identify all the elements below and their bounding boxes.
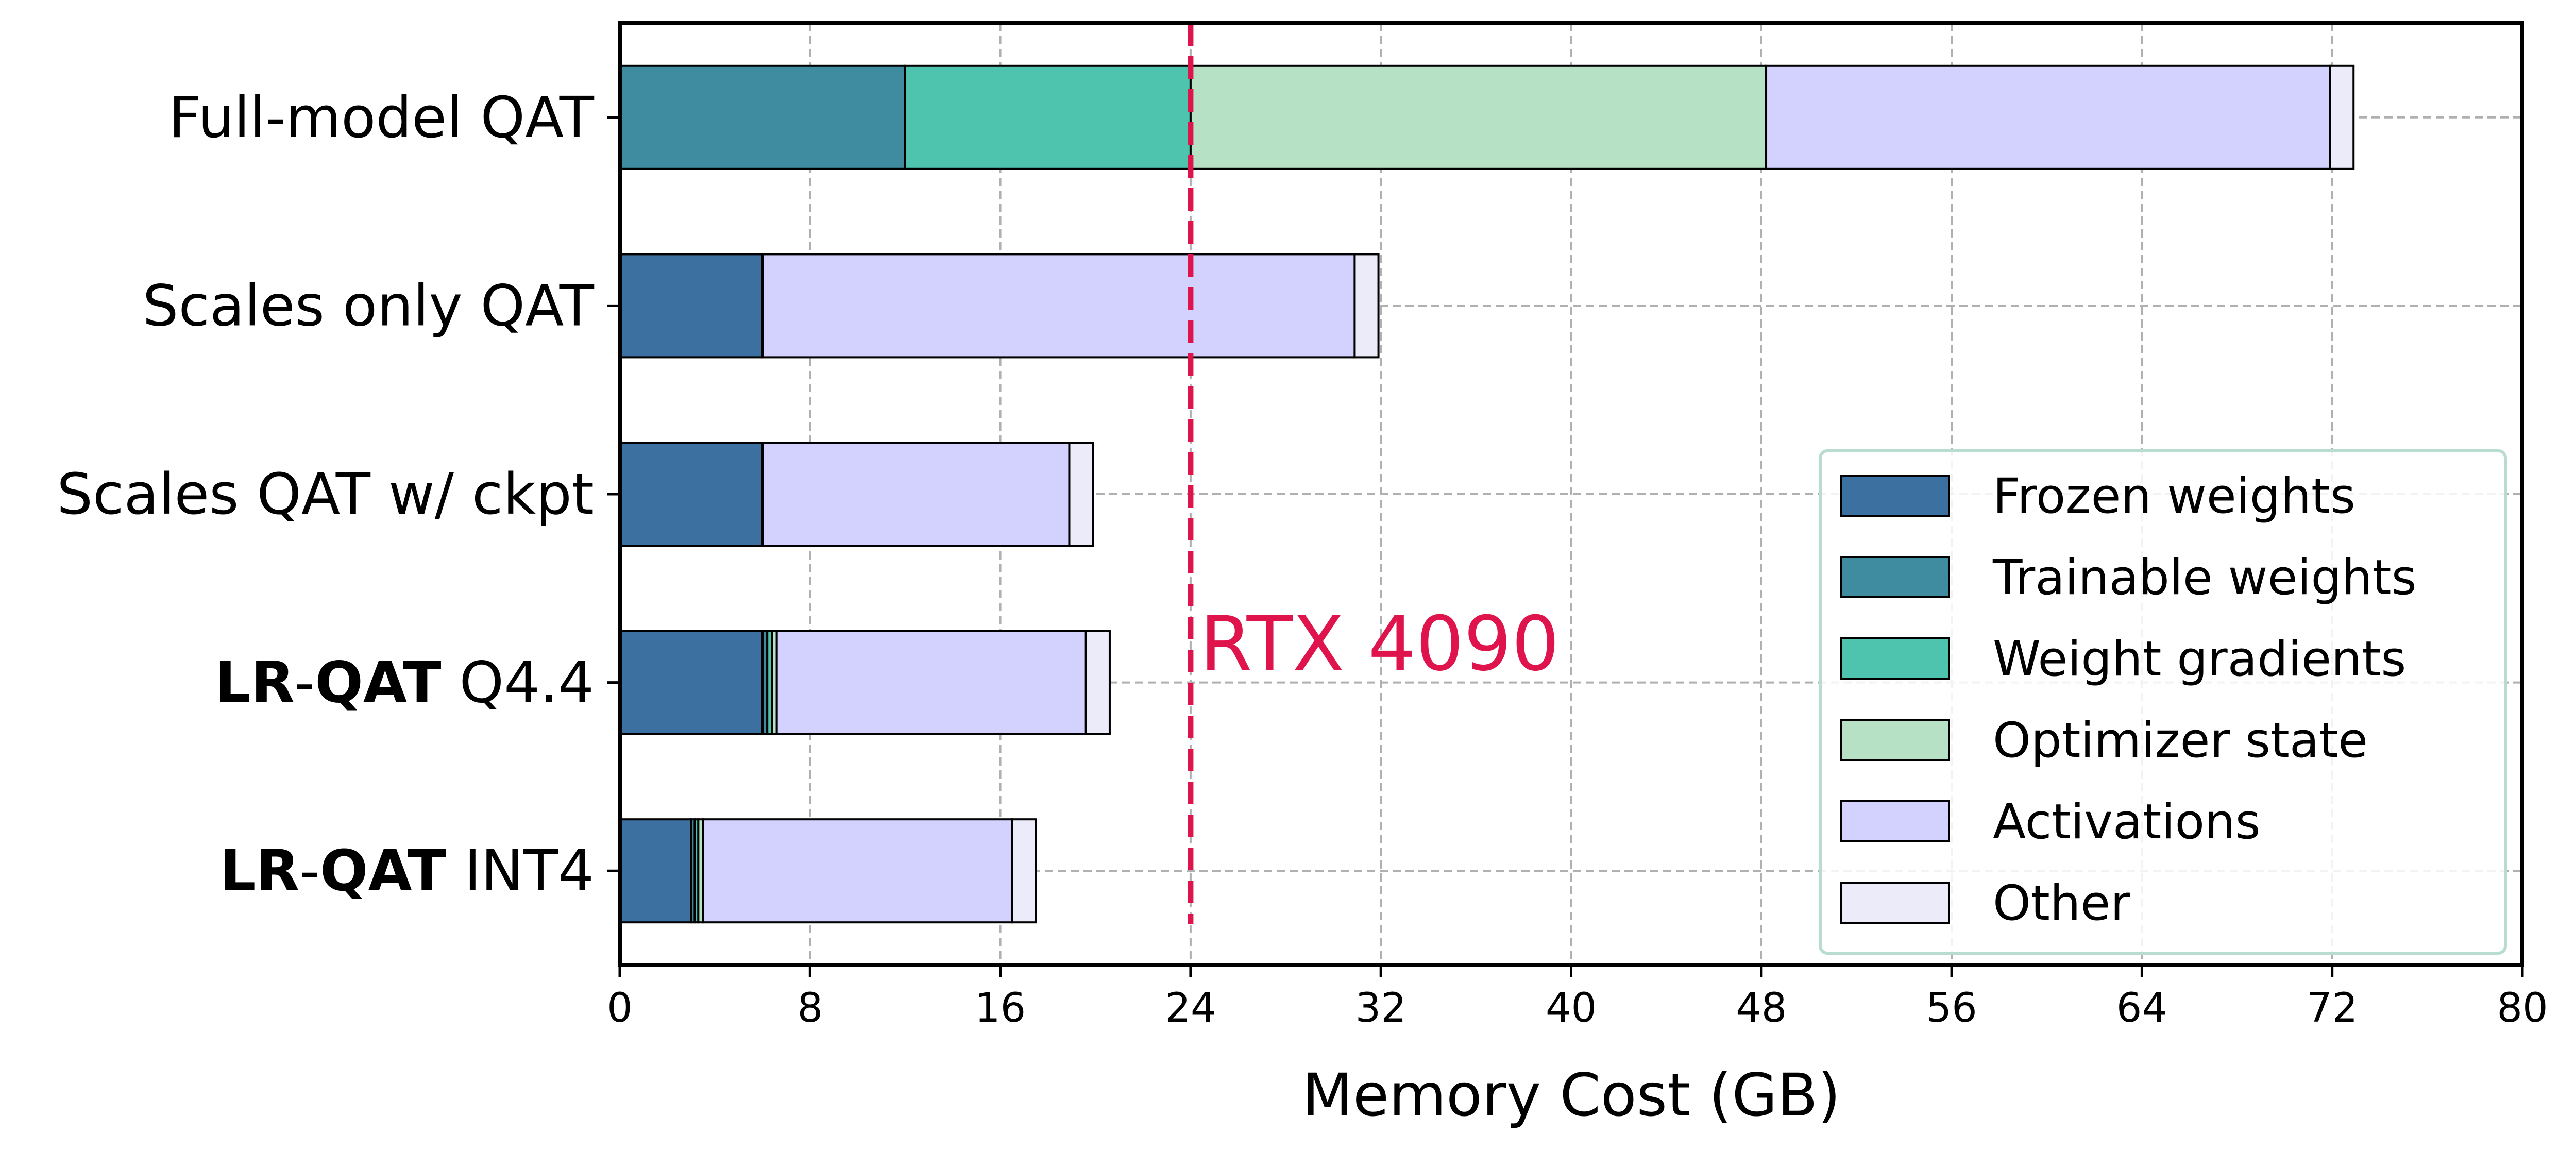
legend-swatch <box>1840 882 1950 924</box>
legend-swatch <box>1840 475 1950 517</box>
bar-segment <box>1353 253 1380 359</box>
x-tick-label: 80 <box>2497 985 2548 1031</box>
bar-segment <box>1765 64 2331 170</box>
x-tick-label: 24 <box>1165 985 1216 1031</box>
bar-segment <box>702 818 1013 924</box>
bar-segment <box>775 630 1087 735</box>
x-tick-label: 72 <box>2307 985 2358 1031</box>
category-label: LR-QAT INT4 <box>219 838 594 904</box>
category-label: Scales QAT w/ ckpt <box>57 461 594 527</box>
x-tick-label: 8 <box>797 985 823 1031</box>
bar-segment <box>619 818 692 924</box>
bar-segment <box>1084 630 1111 735</box>
legend-label: Activations <box>1993 794 2261 850</box>
bar-segment <box>1011 818 1037 924</box>
x-tick-label: 0 <box>607 985 633 1031</box>
reference-line-group: RTX 4090 <box>1188 23 1560 924</box>
rtx-4090-label: RTX 4090 <box>1200 600 1560 688</box>
legend-label: Optimizer state <box>1993 713 2368 769</box>
bar-segment <box>619 64 906 170</box>
bar-segment <box>619 442 764 547</box>
legend-swatch <box>1840 556 1950 598</box>
bar-segment <box>761 442 1071 547</box>
legend-swatch <box>1840 800 1950 842</box>
x-tick-label: 64 <box>2116 985 2167 1031</box>
x-tick-label: 16 <box>975 985 1026 1031</box>
legend-label: Frozen weights <box>1993 468 2355 525</box>
bar-segment <box>761 253 1356 359</box>
bar-segment <box>619 630 764 735</box>
x-tick-label: 32 <box>1355 985 1406 1031</box>
x-axis-ticks: 0 8 16 24 32 40 48 56 64 72 80 <box>607 965 2548 1031</box>
legend-swatch <box>1840 637 1950 680</box>
x-axis-title: Memory Cost (GB) <box>1302 1061 1840 1129</box>
bar-segment <box>619 253 764 359</box>
bar-segment <box>1189 64 1768 170</box>
x-tick-label: 48 <box>1736 985 1787 1031</box>
legend-label: Weight gradients <box>1993 631 2406 687</box>
legend-label: Trainable weights <box>1992 550 2417 606</box>
legend-box <box>1819 449 2507 955</box>
bar-segment <box>2329 64 2355 170</box>
legend: Frozen weights Trainable weights Weight gr… <box>1819 449 2507 955</box>
x-tick-label: 56 <box>1926 985 1977 1031</box>
legend-swatch <box>1840 719 1950 761</box>
category-label: Full-model QAT <box>168 84 595 150</box>
legend-label: Other <box>1993 875 2130 932</box>
category-label: Scales only QAT <box>143 273 595 339</box>
bar-segment <box>1068 442 1094 547</box>
y-axis-ticks: LR-QAT INT4 LR-QAT Q4.4 Scales QAT w/ ckpt… <box>57 84 620 904</box>
x-tick-label: 40 <box>1546 985 1597 1031</box>
category-label: LR-QAT Q4.4 <box>215 650 594 716</box>
bar-segment <box>904 64 1192 170</box>
stacked-bars <box>619 64 2355 924</box>
